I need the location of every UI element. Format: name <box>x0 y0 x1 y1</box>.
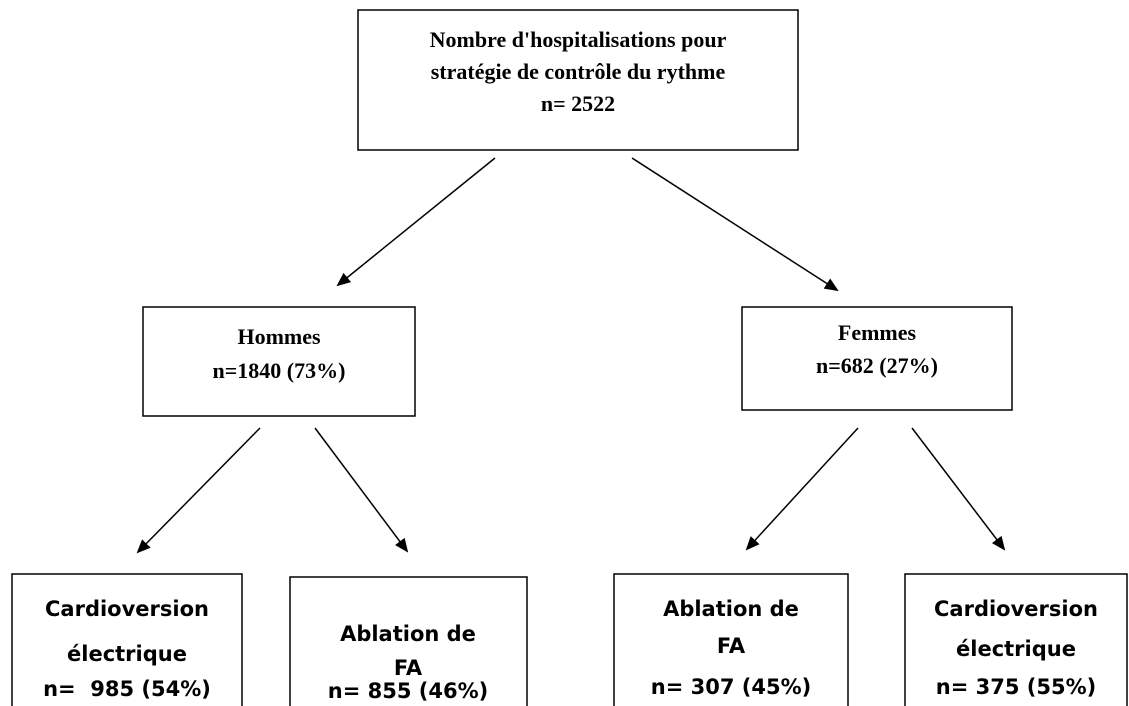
arrow <box>314 427 409 553</box>
arrow <box>911 427 1006 551</box>
arrow <box>336 157 496 287</box>
node-text: Cardioversion <box>934 597 1098 621</box>
box <box>142 306 416 417</box>
node-text: électrique <box>956 637 1076 661</box>
node-text: Nombre d'hospitalisations pour <box>430 27 727 52</box>
box <box>613 573 849 706</box>
node-text: Cardioversion <box>45 597 209 621</box>
node-text: électrique <box>67 642 187 666</box>
box <box>11 573 243 706</box>
node-text: n= 985 (54%) <box>43 677 211 701</box>
box <box>289 576 528 706</box>
node-text: Hommes <box>237 324 321 349</box>
arrow <box>631 157 839 292</box>
node-text: FA <box>394 656 423 680</box>
node-text: n=1840 (73%) <box>213 358 346 383</box>
arrows <box>136 157 1006 554</box>
node-text: Femmes <box>838 320 917 345</box>
arrow <box>745 427 859 551</box>
box <box>904 573 1128 706</box>
node-text: n= 307 (45%) <box>651 675 811 699</box>
node-text: n= 375 (55%) <box>936 675 1096 699</box>
node-text: Ablation de <box>663 597 799 621</box>
node-text: n=682 (27%) <box>816 353 938 378</box>
node-text: stratégie de contrôle du rythme <box>431 59 726 84</box>
men-node: Hommes n=1840 (73%) <box>142 306 416 417</box>
node-text: n= 2522 <box>541 91 615 116</box>
leaf-node: Ablation de FA n= 307 (45%) <box>613 573 849 706</box>
box <box>741 306 1013 411</box>
arrow <box>136 427 261 554</box>
root-node: Nombre d'hospitalisations pour stratégie… <box>357 9 799 151</box>
node-text: FA <box>717 634 746 658</box>
leaf-node: Cardioversion électrique n= 985 (54%) <box>11 573 243 706</box>
node-text: Ablation de <box>340 622 476 646</box>
node-text: n= 855 (46%) <box>328 679 488 703</box>
leaf-node: Cardioversion électrique n= 375 (55%) <box>904 573 1128 706</box>
leaf-node: Ablation de FA n= 855 (46%) <box>289 576 528 706</box>
box <box>357 9 799 151</box>
women-node: Femmes n=682 (27%) <box>741 306 1013 411</box>
